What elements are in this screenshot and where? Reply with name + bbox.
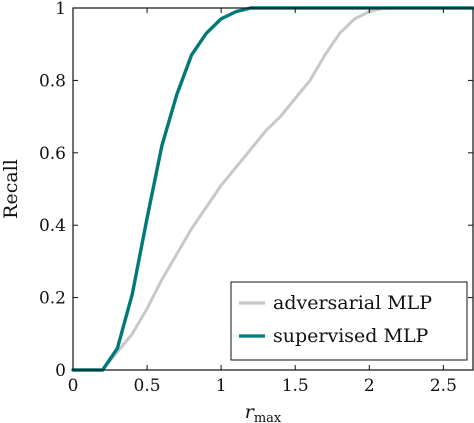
x-tick-label: 1.5 [282,376,309,396]
y-tick-label: 0 [55,361,66,381]
series-line-supervised-mlp [71,6,474,372]
y-tick-label: 0.2 [39,289,66,309]
x-axis-label-subscript: max [254,411,282,423]
y-tick-label: 0.6 [39,144,66,164]
series-line-adversarial-mlp [71,6,474,372]
y-axis-label: Recall [0,159,22,219]
plot-frame [72,7,474,371]
legend: adversarial MLP supervised MLP [230,281,468,361]
x-tick-label: 2 [364,376,375,396]
axis-ticks: 0 0.5 1 1.5 2 2.5 0 0.2 0.4 0.6 0.8 1 [39,0,473,396]
legend-label-supervised-mlp: supervised MLP [273,325,429,347]
x-axis-label: rmax [245,401,282,423]
legend-label-adversarial-mlp: adversarial MLP [273,292,432,314]
y-tick-label: 0.4 [39,216,66,236]
plot-border [72,7,474,371]
x-axis-label-main: r [245,401,256,423]
legend-box [230,281,468,361]
y-tick-label: 0.8 [39,71,66,91]
x-tick-label: 0 [68,376,79,396]
x-tick-label: 0.5 [134,376,161,396]
series-lines [71,6,474,372]
x-tick-label: 1 [216,376,227,396]
x-tick-label: 2.5 [430,376,457,396]
y-tick-label: 1 [55,0,66,19]
axis-titles: Recall rmax [0,159,282,423]
